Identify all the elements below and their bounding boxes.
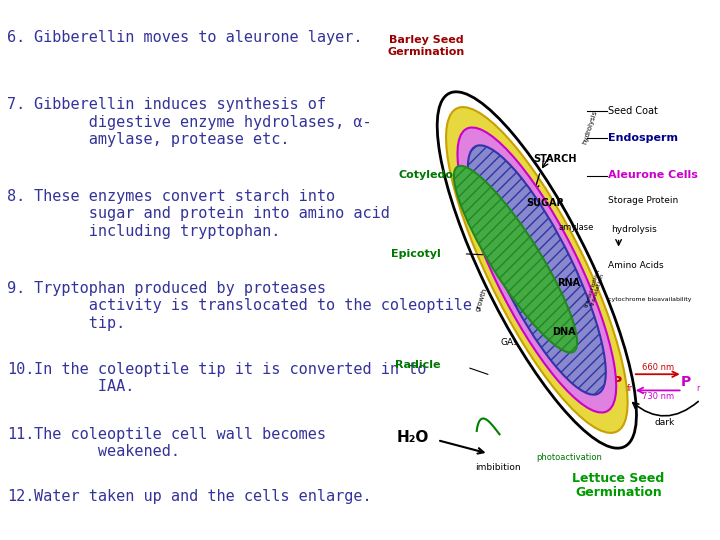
Text: dark: dark xyxy=(654,418,675,427)
Text: Storage Protein: Storage Protein xyxy=(608,197,678,205)
Text: Endosperm: Endosperm xyxy=(608,133,678,143)
Text: hydrolysis: hydrolysis xyxy=(611,225,657,234)
Text: STARCH: STARCH xyxy=(533,154,576,164)
Text: hydrolysis: hydrolysis xyxy=(582,109,598,145)
Text: transcription
translation: transcription translation xyxy=(584,268,606,310)
Text: Seed Coat: Seed Coat xyxy=(608,106,658,116)
Text: 9.: 9. xyxy=(7,281,25,296)
Text: Epicotyl: Epicotyl xyxy=(391,249,441,259)
Text: These enzymes convert starch into
      sugar and protein into amino acid
      : These enzymes convert starch into sugar … xyxy=(34,189,390,239)
Ellipse shape xyxy=(446,107,628,433)
Text: cytochrome bioavailability: cytochrome bioavailability xyxy=(608,297,691,302)
Text: Radicle: Radicle xyxy=(395,360,440,369)
Text: 730 nm: 730 nm xyxy=(642,393,674,401)
Text: r: r xyxy=(696,384,699,393)
Text: 11.: 11. xyxy=(7,427,35,442)
Text: Lettuce Seed
Germination: Lettuce Seed Germination xyxy=(572,471,665,500)
Text: Cotyledon: Cotyledon xyxy=(398,171,461,180)
Text: RNA: RNA xyxy=(557,279,580,288)
Ellipse shape xyxy=(457,127,616,413)
Text: SUGAR: SUGAR xyxy=(526,198,564,207)
Text: Gibberellin moves to aleurone layer.: Gibberellin moves to aleurone layer. xyxy=(34,30,363,45)
Text: Amino Acids: Amino Acids xyxy=(608,261,664,270)
Text: Barley Seed
Germination: Barley Seed Germination xyxy=(388,35,465,57)
Text: imbibition: imbibition xyxy=(475,463,521,471)
Ellipse shape xyxy=(437,92,636,448)
Text: 12.: 12. xyxy=(7,489,35,504)
Text: Aleurone Cells: Aleurone Cells xyxy=(608,171,698,180)
Text: GA₃: GA₃ xyxy=(500,339,517,347)
Text: In the coleoptile tip it is converted in to
       IAA.: In the coleoptile tip it is converted in… xyxy=(34,362,426,394)
Text: The coleoptile cell wall becomes
       weakened.: The coleoptile cell wall becomes weakene… xyxy=(34,427,326,459)
Text: 8.: 8. xyxy=(7,189,25,204)
Text: growth: growth xyxy=(474,287,488,312)
Text: 660 nm: 660 nm xyxy=(642,363,674,372)
Text: Gibberellin induces synthesis of
      digestive enzyme hydrolases, α-
      amy: Gibberellin induces synthesis of digesti… xyxy=(34,97,372,147)
Ellipse shape xyxy=(454,166,577,353)
Ellipse shape xyxy=(468,145,606,395)
Text: P: P xyxy=(612,375,622,389)
Text: fr: fr xyxy=(627,384,633,393)
Text: Tryptophan produced by proteases
      activity is translocated to the coleoptil: Tryptophan produced by proteases activit… xyxy=(34,281,472,330)
Text: photoactivation: photoactivation xyxy=(536,454,602,462)
Text: 10.: 10. xyxy=(7,362,35,377)
Text: DNA: DNA xyxy=(552,327,576,337)
Text: 7.: 7. xyxy=(7,97,25,112)
Text: P: P xyxy=(681,375,691,389)
Text: H₂O: H₂O xyxy=(396,430,428,445)
Text: 6.: 6. xyxy=(7,30,25,45)
Text: Water taken up and the cells enlarge.: Water taken up and the cells enlarge. xyxy=(34,489,372,504)
Text: amylase: amylase xyxy=(558,224,593,232)
